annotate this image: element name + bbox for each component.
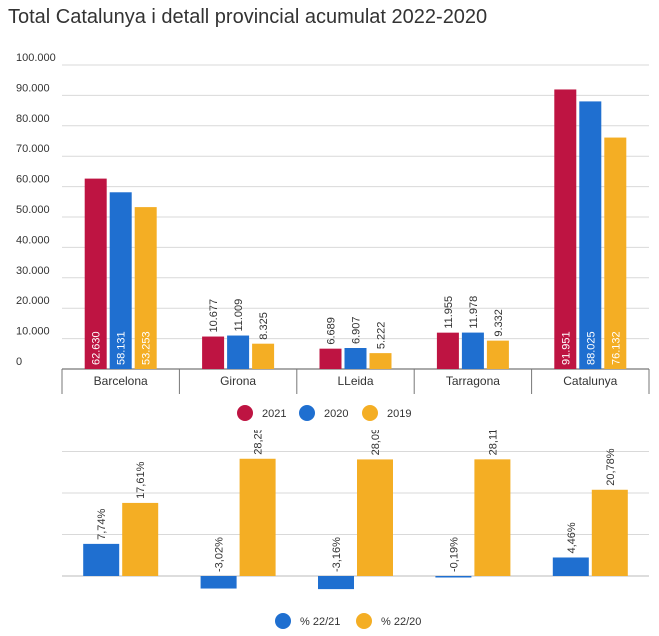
bar-value-label: 4,46% (566, 522, 578, 553)
legend-marker-2019 (362, 405, 378, 421)
bar-value-label: 7,74% (96, 508, 108, 539)
y-tick-label: 50.000 (16, 204, 50, 216)
bar-2021-catalunya (554, 89, 577, 369)
bar-2019-catalunya (604, 137, 627, 369)
y-tick-label: 10.000 (16, 326, 50, 338)
y-tick-label: 0 (16, 356, 22, 368)
bar-value-label: 17,61% (135, 461, 147, 499)
bar-2019-girona (252, 343, 275, 369)
category-label: Barcelona (94, 374, 148, 388)
bar-value-label: 53.253 (141, 331, 153, 365)
bar-value-label: -3,16% (331, 537, 343, 572)
bar-value-label: 11.978 (468, 296, 480, 329)
bar-2021-girona (202, 336, 225, 369)
bar-2021-tarragona (436, 332, 459, 369)
bar-value-label: 5.222 (376, 322, 388, 350)
bar-value-label: 20,78% (605, 448, 617, 486)
bar-2019-barcelona (134, 207, 157, 369)
category-label: Tarragona (446, 374, 500, 388)
chart-title: Total Catalunya i detall provincial acum… (8, 6, 488, 28)
category-label: Catalunya (563, 374, 617, 388)
bar-2220-lleida (357, 459, 393, 576)
bar-value-label: 10.677 (208, 299, 220, 333)
bar-2220-tarragona (474, 459, 511, 576)
bar-2020-girona (227, 335, 250, 369)
y-tick-label: 40.000 (16, 234, 50, 246)
category-label: LLeida (337, 374, 373, 388)
legend-label: % 22/21 (300, 616, 340, 628)
bar-value-label: 91.951 (560, 331, 572, 365)
bar-2221-lleida (318, 576, 354, 590)
y-tick-label: 20.000 (16, 295, 50, 307)
y-tick-label: 90.000 (16, 82, 50, 94)
bar-2221-catalunya (552, 557, 589, 576)
bar-2221-girona (200, 576, 237, 589)
bar-value-label: 28,09% (370, 430, 382, 455)
bar-2220-barcelona (122, 502, 159, 576)
bar-2020-tarragona (461, 332, 484, 369)
y-tick-label: 100.000 (16, 52, 56, 64)
bar-value-label: -3,02% (214, 537, 226, 572)
legend-marker-2020 (299, 405, 315, 421)
bar-2021-barcelona (84, 178, 107, 369)
y-tick-label: 30.000 (16, 265, 50, 277)
chart-bottom: 7,74% 17,61% -3,02% 28,25% -3,16% 28,09% -0,19… (62, 430, 649, 629)
bar-value-label: 62.630 (91, 331, 103, 365)
legend-label: 2019 (387, 408, 411, 420)
bar-2220-girona (239, 458, 276, 576)
bar-value-label: 28,25% (253, 430, 265, 455)
bar-2019-tarragona (486, 340, 509, 369)
bar-2019-lleida (369, 353, 392, 369)
y-tick-label: 70.000 (16, 143, 50, 155)
bar-value-label: 8.325 (258, 312, 270, 340)
bar-2021-lleida (319, 348, 342, 369)
legend-marker (275, 613, 291, 629)
y-tick-label: 60.000 (16, 174, 50, 186)
bar-value-label: 88.025 (585, 331, 597, 365)
bar-value-label: -0,19% (448, 537, 460, 572)
bar-2020-barcelona (109, 192, 132, 369)
bar-2020-lleida (344, 348, 367, 369)
bar-value-label: 28,11% (487, 430, 499, 455)
bar-2221-barcelona (83, 543, 120, 576)
bar-value-label: 76.132 (610, 331, 622, 365)
bar-value-label: 9.332 (493, 309, 505, 337)
chart-top: 0 10.000 20.000 30.000 40.000 50.000 60.000 70.… (16, 52, 650, 421)
bar-value-label: 6.907 (351, 316, 363, 344)
bar-value-label: 11.009 (233, 299, 245, 332)
bar-value-label: 11.955 (443, 296, 455, 329)
legend-marker (356, 613, 372, 629)
category-label: Girona (220, 374, 256, 388)
bar-2221-tarragona (435, 576, 472, 578)
bar-value-label: 58.131 (116, 331, 128, 365)
y-tick-label: 80.000 (16, 113, 50, 125)
bar-value-label: 6.689 (326, 317, 338, 345)
bar-2020-catalunya (579, 101, 602, 370)
legend-marker-2021 (237, 405, 253, 421)
bar-2220-catalunya (591, 489, 628, 576)
legend-label: 2020 (324, 408, 348, 420)
legend-label: % 22/20 (381, 616, 421, 628)
legend-label: 2021 (262, 408, 286, 420)
